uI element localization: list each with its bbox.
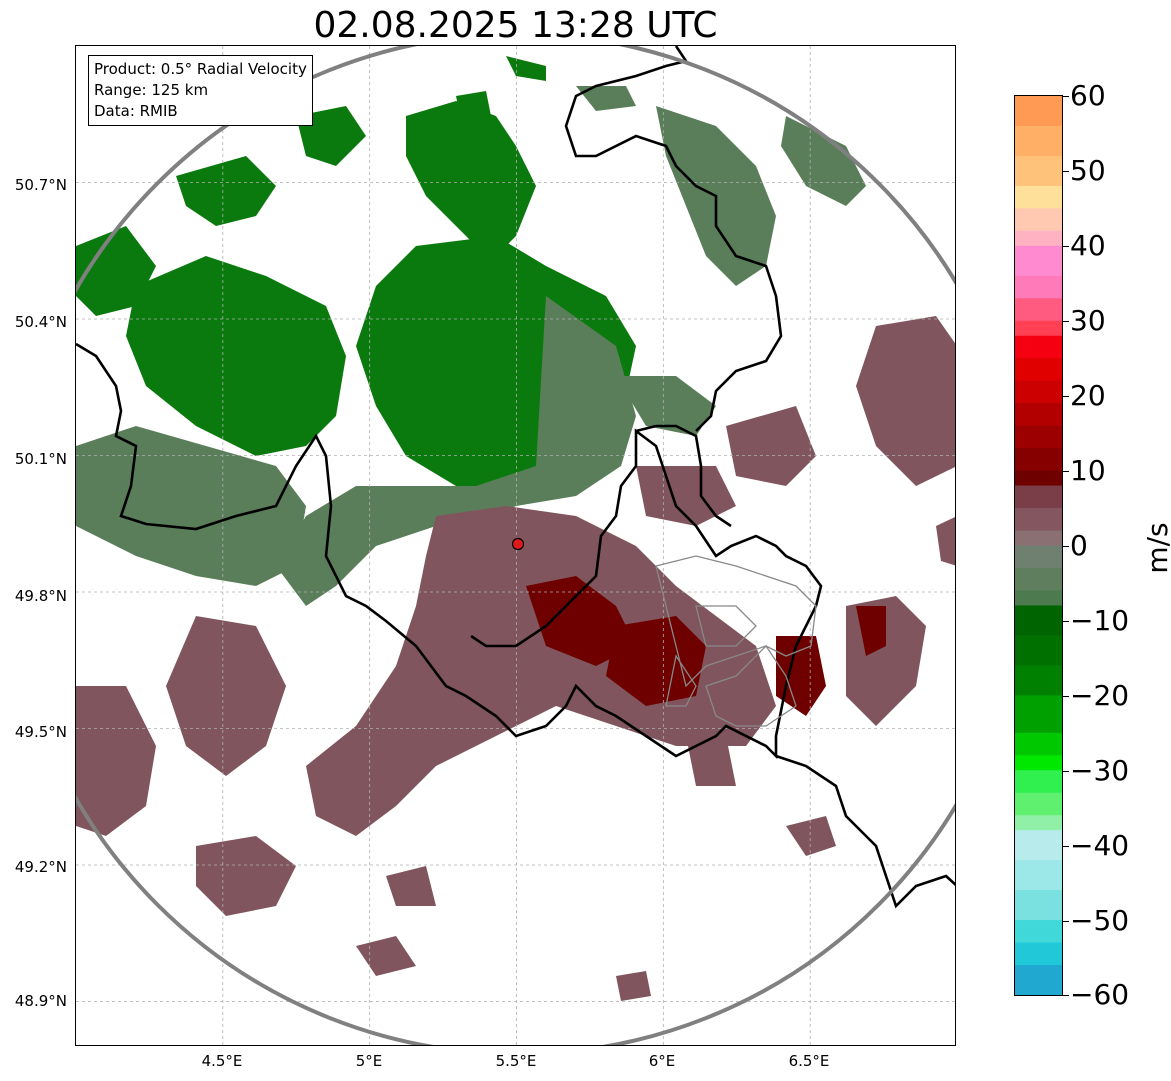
colorbar-tick xyxy=(1063,846,1069,847)
colorbar-segment xyxy=(1015,245,1062,277)
colorbar-segment xyxy=(1015,635,1062,666)
colorbar-tick xyxy=(1063,995,1069,996)
lon-tick-label: 6°E xyxy=(648,1052,676,1070)
colorbar-segment xyxy=(1015,567,1062,591)
colorbar-tick xyxy=(1063,471,1069,472)
colorbar-tick xyxy=(1063,921,1069,922)
colorbar-segment xyxy=(1015,605,1062,636)
radar-site-marker[interactable] xyxy=(511,537,525,551)
lat-tick-label: 50.7°N xyxy=(14,176,67,194)
colorbar-segment xyxy=(1015,208,1062,232)
colorbar-tick xyxy=(1063,546,1069,547)
product-info-box: Product: 0.5° Radial Velocity Range: 125… xyxy=(88,55,313,126)
colorbar-segment xyxy=(1015,298,1062,322)
lon-tick-label: 6.5°E xyxy=(788,1052,830,1070)
colorbar-segment xyxy=(1015,732,1062,756)
lat-tick-label: 50.4°N xyxy=(14,313,67,331)
range-label: Range: 125 km xyxy=(94,81,209,99)
colorbar-segment xyxy=(1015,508,1062,532)
colorbar-segment xyxy=(1015,942,1062,966)
colorbar-segment xyxy=(1015,815,1062,831)
colorbar-tick-label: 30 xyxy=(1070,304,1106,337)
colorbar-segment xyxy=(1015,448,1062,472)
colorbar-segment xyxy=(1015,965,1062,995)
colorbar-tick-label: 0 xyxy=(1070,529,1088,562)
map-title: 02.08.2025 13:28 UTC xyxy=(313,5,718,46)
lat-tick-label: 48.9°N xyxy=(14,992,67,1010)
colorbar-segment xyxy=(1015,125,1062,157)
colorbar-tick xyxy=(1063,321,1069,322)
colorbar-segment xyxy=(1015,230,1062,247)
colorbar-segment xyxy=(1015,665,1062,696)
colorbar-tick-label: −50 xyxy=(1070,904,1130,937)
colorbar-segment xyxy=(1015,695,1062,734)
colorbar-segment xyxy=(1015,155,1062,187)
colorbar-segment xyxy=(1015,275,1062,299)
colorbar-tick xyxy=(1063,771,1069,772)
colorbar-tick-label: −20 xyxy=(1070,679,1130,712)
colorbar-tick-label: 60 xyxy=(1070,79,1106,112)
lat-tick-label: 49.5°N xyxy=(14,723,67,741)
colorbar-segment xyxy=(1015,860,1062,891)
colorbar-tick xyxy=(1063,96,1069,97)
colorbar-tick xyxy=(1063,696,1069,697)
colorbar-tick xyxy=(1063,246,1069,247)
colorbar-segment xyxy=(1015,890,1062,921)
lat-tick-label: 49.8°N xyxy=(14,587,67,605)
data-source-label: Data: RMIB xyxy=(94,102,178,120)
colorbar-segment xyxy=(1015,770,1062,794)
radar-map-canvas[interactable] xyxy=(76,46,956,1046)
lon-tick-label: 4.5°E xyxy=(201,1052,243,1070)
colorbar-segment xyxy=(1015,755,1062,771)
colorbar-segment xyxy=(1015,545,1062,569)
colorbar-segment xyxy=(1015,920,1062,944)
colorbar-unit-label: m/s xyxy=(1141,522,1171,574)
colorbar-segment xyxy=(1015,590,1062,606)
colorbar-tick-label: 50 xyxy=(1070,154,1106,187)
colorbar-tick-label: 20 xyxy=(1070,379,1106,412)
luxembourg-cantons xyxy=(655,555,817,727)
lon-tick-label: 5°E xyxy=(355,1052,383,1070)
colorbar-tick-label: −10 xyxy=(1070,604,1130,637)
colorbar-tick-label: −60 xyxy=(1070,978,1130,1011)
echoes-receding-strong xyxy=(526,576,886,716)
colorbar-segment xyxy=(1015,185,1062,209)
colorbar-tick xyxy=(1063,621,1069,622)
colorbar-segment xyxy=(1015,485,1062,509)
echoes-approaching-strong xyxy=(76,56,636,486)
lat-tick-label: 49.2°N xyxy=(14,858,67,876)
colorbar-segment xyxy=(1015,320,1062,337)
echoes-receding-weak xyxy=(76,316,955,1001)
colorbar-segment xyxy=(1015,358,1062,382)
colorbar-tick-label: −40 xyxy=(1070,829,1130,862)
colorbar-tick-label: 10 xyxy=(1070,454,1106,487)
colorbar-tick-label: −30 xyxy=(1070,754,1130,787)
product-label: Product: 0.5° Radial Velocity xyxy=(94,60,307,78)
colorbar-segment xyxy=(1015,425,1062,449)
colorbar-segment xyxy=(1015,530,1062,546)
colorbar-segment xyxy=(1015,96,1062,127)
colorbar-segment xyxy=(1015,403,1062,427)
colorbar-segment xyxy=(1015,792,1062,816)
colorbar-segment xyxy=(1015,470,1062,487)
colorbar-segment xyxy=(1015,380,1062,404)
colorbar-segment xyxy=(1015,335,1062,359)
country-borders xyxy=(76,46,955,909)
lat-tick-label: 50.1°N xyxy=(14,450,67,468)
velocity-colorbar xyxy=(1014,95,1063,996)
colorbar-tick xyxy=(1063,396,1069,397)
colorbar-tick-label: 40 xyxy=(1070,229,1106,262)
colorbar-tick xyxy=(1063,171,1069,172)
radar-map[interactable] xyxy=(75,45,956,1046)
colorbar-segment xyxy=(1015,830,1062,861)
lon-tick-label: 5.5°E xyxy=(495,1052,537,1070)
